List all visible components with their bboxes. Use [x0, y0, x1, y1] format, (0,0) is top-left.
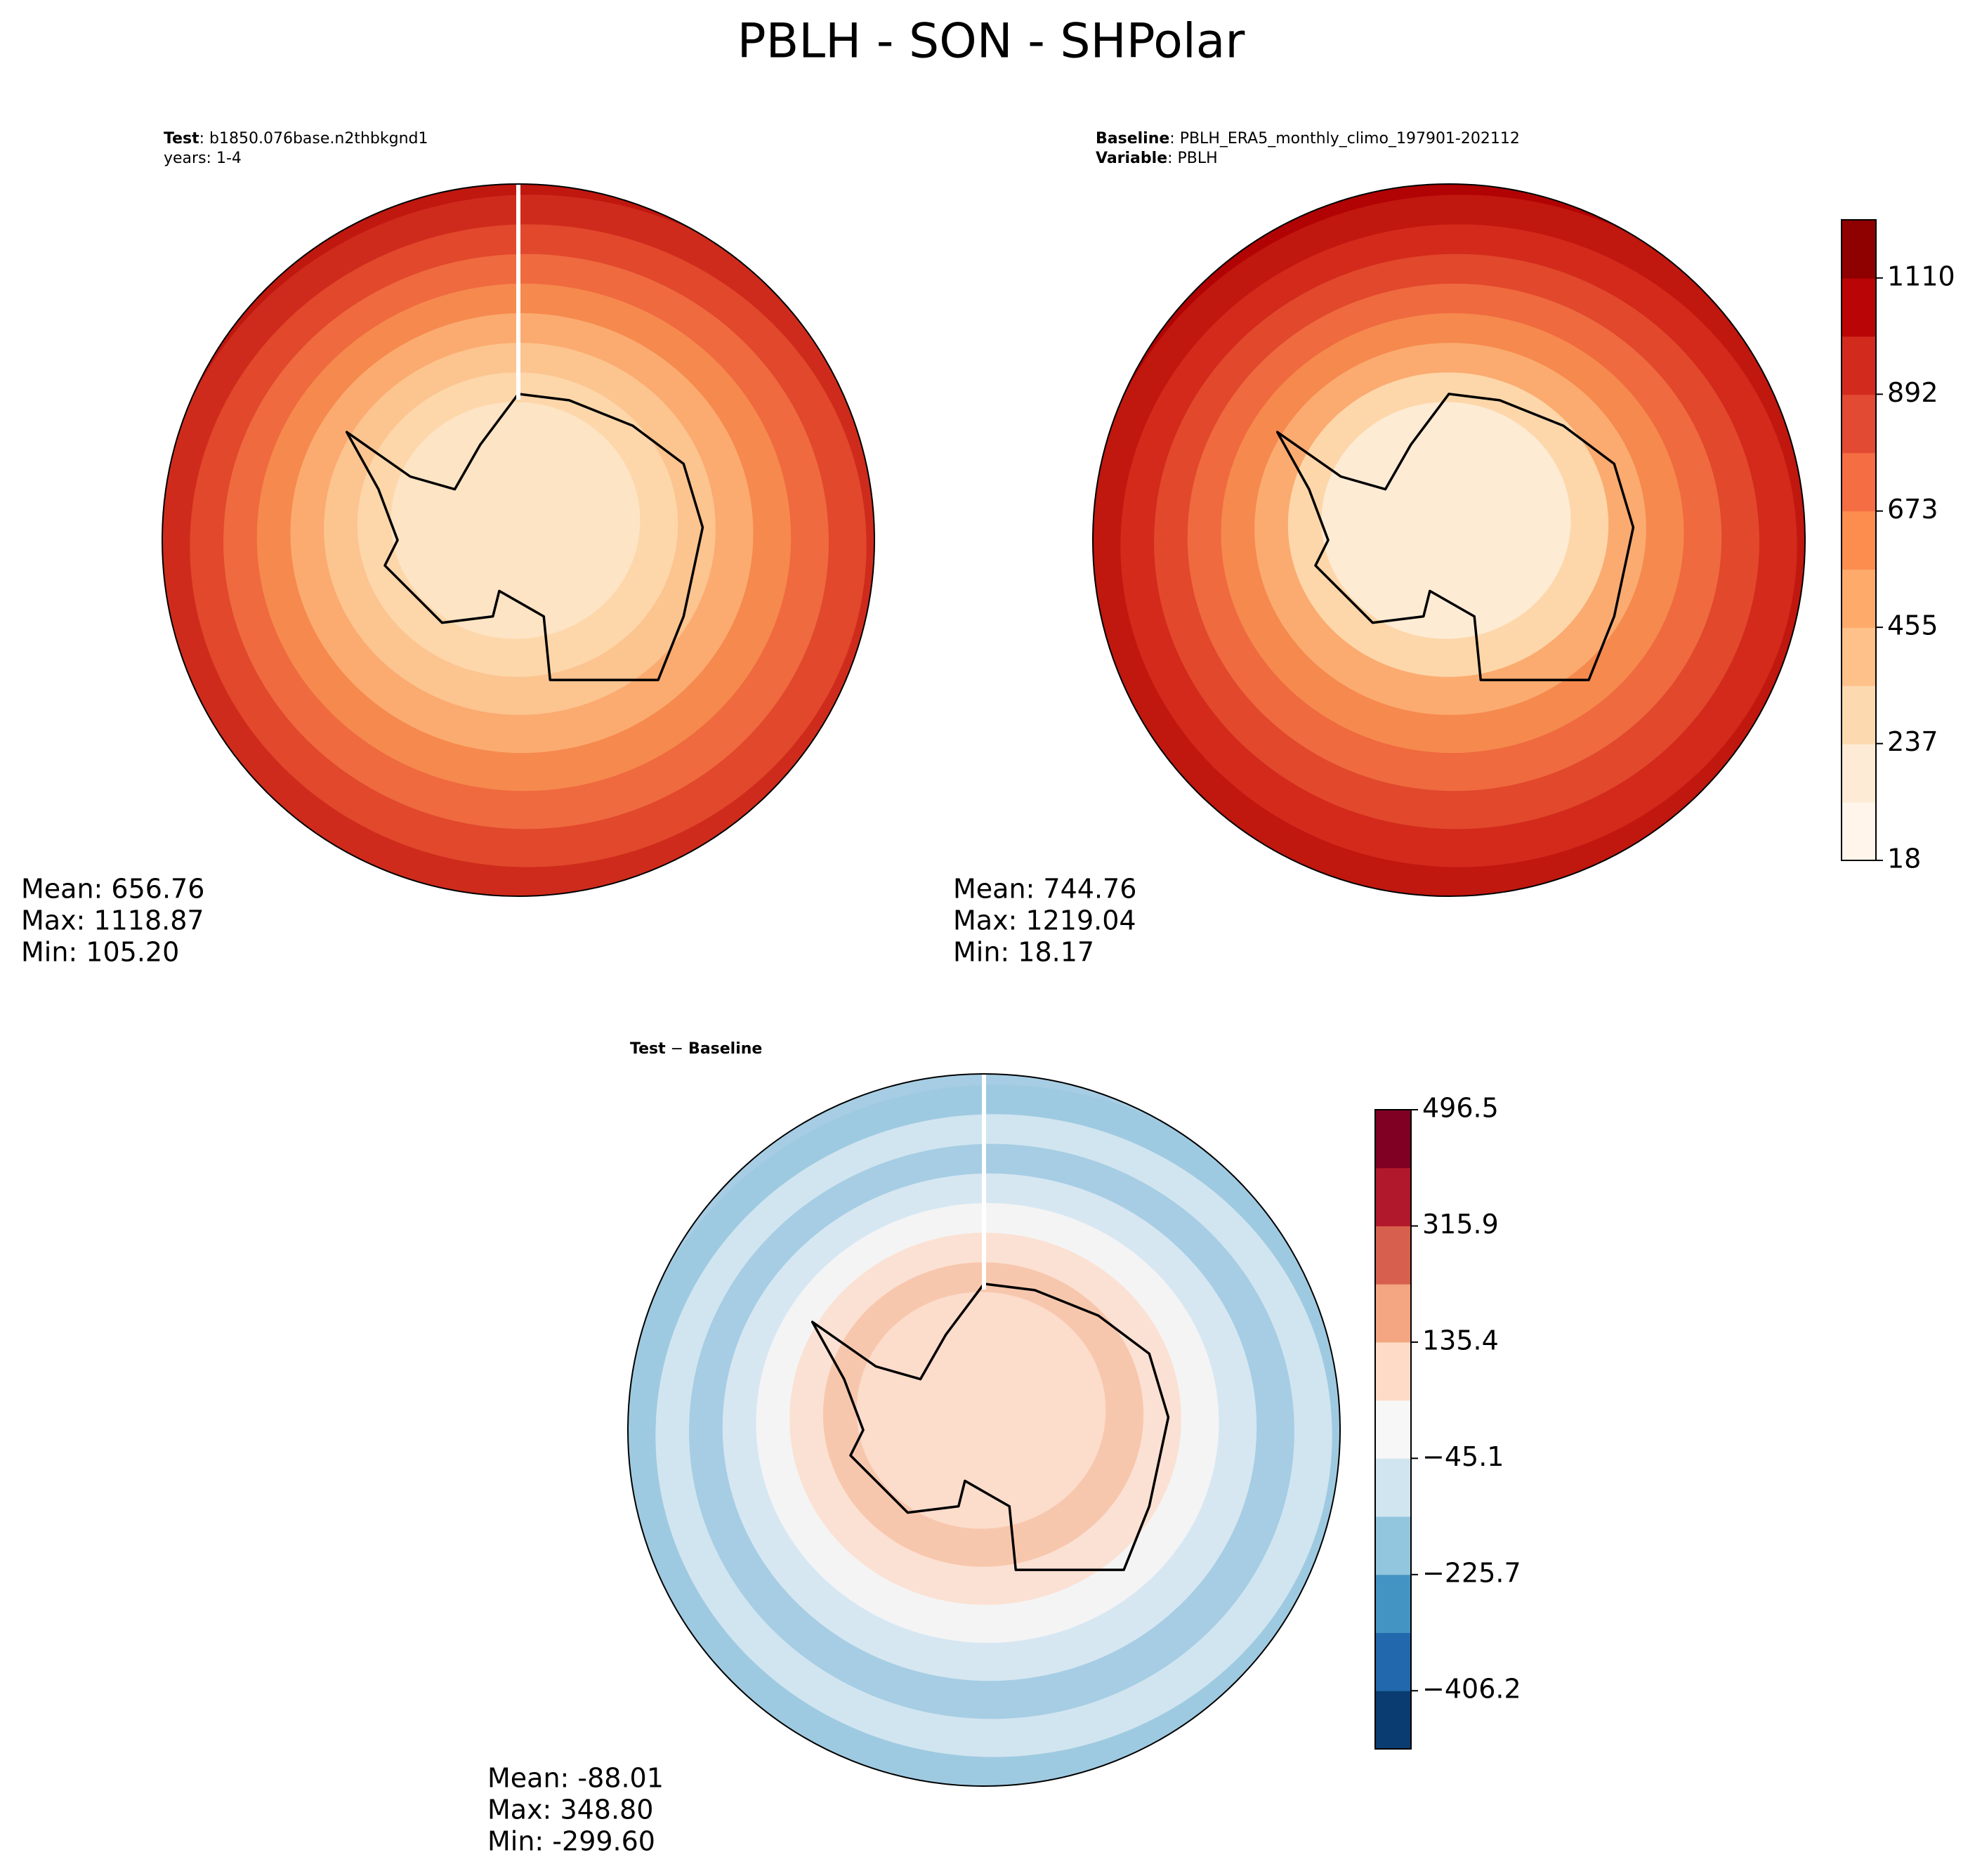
colorbar-band	[1842, 511, 1876, 570]
colorbar-band	[1842, 394, 1876, 454]
map	[628, 1074, 1340, 1786]
colorbar-frame	[1374, 1109, 1412, 1750]
figure-title: PBLH - SON - SHPolar	[737, 14, 1245, 70]
colorbar-band	[1375, 1574, 1411, 1634]
panel-header: years: 1-4	[164, 150, 242, 167]
panel-header: Test − Baseline	[630, 1040, 762, 1058]
colorbar-band	[1842, 277, 1876, 337]
header-segment: Test	[164, 130, 199, 147]
map-frame	[1092, 183, 1806, 897]
colorbar-band	[1375, 1516, 1411, 1575]
colorbar-tick-label: 135.4	[1422, 1325, 1499, 1356]
colorbar-band	[1842, 336, 1876, 395]
colorbar-tick-label: 315.9	[1422, 1209, 1499, 1240]
header-segment: −	[666, 1040, 688, 1058]
colorbar-band	[1842, 686, 1876, 745]
colorbar-band	[1842, 627, 1876, 686]
colorbar-band	[1375, 1167, 1411, 1226]
stat-text: Mean: -88.01	[487, 1763, 664, 1794]
colorbar-tick-label: −225.7	[1422, 1557, 1521, 1588]
colorbar-tick-label: 892	[1887, 377, 1938, 408]
colorbar-band	[1375, 1400, 1411, 1459]
panel-header: Test: b1850.076base.n2thbkgnd1	[164, 130, 428, 147]
colorbar-band	[1375, 1284, 1411, 1343]
colorbar-tick-label: 496.5	[1422, 1093, 1499, 1124]
header-segment: Test	[630, 1040, 666, 1058]
map-contour	[856, 1292, 1106, 1529]
coastline	[345, 393, 704, 681]
stat-text: Max: 1219.04	[953, 905, 1136, 936]
colorbar-band	[1375, 1691, 1411, 1750]
stat-text: Max: 1118.87	[21, 905, 204, 936]
header-segment: : PBLH_ERA5_monthly_climo_197901-202112	[1169, 130, 1520, 147]
coastline	[810, 1283, 1170, 1571]
coastline	[1275, 393, 1635, 681]
stat-text: Mean: 656.76	[21, 874, 204, 905]
stat-text: Min: -299.60	[487, 1826, 655, 1857]
header-segment: Variable	[1096, 150, 1167, 167]
panel-header: Baseline: PBLH_ERA5_monthly_climo_197901…	[1096, 130, 1520, 147]
map-contour	[391, 402, 641, 639]
map-frame	[627, 1073, 1341, 1787]
colorbar-tick-label: −406.2	[1422, 1674, 1521, 1705]
colorbar-band	[1375, 1458, 1411, 1517]
colorbar-frame	[1841, 219, 1877, 861]
header-segment: years: 1-4	[164, 150, 242, 167]
colorbar-tick-label: 673	[1887, 494, 1938, 525]
colorbar-band	[1842, 452, 1876, 512]
colorbar-tick-label: −45.1	[1422, 1441, 1504, 1472]
header-segment: : PBLH	[1167, 150, 1218, 167]
colorbar-band	[1842, 569, 1876, 628]
colorbar-tick-label: 1110	[1887, 261, 1955, 291]
colorbar-band	[1842, 744, 1876, 803]
panel-header: Variable: PBLH	[1096, 150, 1218, 167]
stat-text: Max: 348.80	[487, 1795, 653, 1825]
colorbar-band	[1375, 1226, 1411, 1285]
stat-text: Mean: 744.76	[953, 874, 1136, 905]
colorbar-tick-label: 237	[1887, 726, 1938, 757]
header-segment: Baseline	[688, 1040, 762, 1058]
colorbar-tick-label: 18	[1887, 844, 1921, 874]
map	[1093, 184, 1805, 896]
colorbar-band	[1375, 1110, 1411, 1169]
map-frame	[162, 183, 875, 897]
map	[162, 184, 874, 896]
stat-text: Min: 105.20	[21, 937, 179, 968]
colorbar-band	[1375, 1342, 1411, 1401]
colorbar-band	[1375, 1632, 1411, 1691]
header-segment: : b1850.076base.n2thbkgnd1	[199, 130, 428, 147]
colorbar-band	[1842, 802, 1876, 861]
colorbar-band	[1842, 220, 1876, 279]
stat-text: Min: 18.17	[953, 937, 1094, 968]
header-segment: Baseline	[1096, 130, 1169, 147]
colorbar-tick-label: 455	[1887, 610, 1938, 641]
map-contour	[1321, 402, 1571, 639]
